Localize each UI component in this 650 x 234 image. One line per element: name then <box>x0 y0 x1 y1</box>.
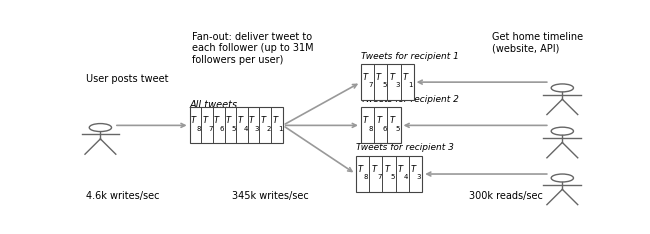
Text: T: T <box>389 73 395 82</box>
Text: T: T <box>389 116 395 125</box>
Text: All tweets: All tweets <box>190 100 238 110</box>
Text: Tweets for recipient 2: Tweets for recipient 2 <box>361 95 459 104</box>
Text: 3: 3 <box>417 174 421 180</box>
Text: 5: 5 <box>395 126 400 132</box>
Text: T: T <box>363 116 368 125</box>
Text: T: T <box>398 165 403 174</box>
Text: 8: 8 <box>364 174 368 180</box>
Text: T: T <box>358 165 363 174</box>
Text: Tweets for recipient 3: Tweets for recipient 3 <box>356 143 454 152</box>
Bar <box>361 64 414 100</box>
Text: 2: 2 <box>266 126 271 132</box>
Text: 4.6k writes/sec: 4.6k writes/sec <box>86 191 160 201</box>
Text: 4: 4 <box>404 174 408 180</box>
Text: Get home timeline
(website, API): Get home timeline (website, API) <box>492 32 583 53</box>
Bar <box>190 107 283 143</box>
Text: 8: 8 <box>369 126 373 132</box>
Text: T: T <box>411 165 416 174</box>
Text: 7: 7 <box>377 174 382 180</box>
Bar <box>356 156 422 192</box>
Text: T: T <box>261 116 266 125</box>
Text: T: T <box>384 165 389 174</box>
Text: T: T <box>237 116 242 125</box>
Text: T: T <box>376 116 382 125</box>
Bar <box>361 107 400 143</box>
Text: T: T <box>202 116 207 125</box>
Text: 1: 1 <box>408 82 413 88</box>
Text: 5: 5 <box>231 126 236 132</box>
Text: T: T <box>363 73 368 82</box>
Text: User posts tweet: User posts tweet <box>86 73 169 84</box>
Text: T: T <box>371 165 376 174</box>
Text: 8: 8 <box>197 126 201 132</box>
Text: T: T <box>191 116 196 125</box>
Text: 6: 6 <box>220 126 224 132</box>
Text: T: T <box>249 116 254 125</box>
Text: 1: 1 <box>278 126 283 132</box>
Text: Tweets for recipient 1: Tweets for recipient 1 <box>361 51 459 61</box>
Text: 7: 7 <box>369 82 373 88</box>
Text: Fan-out: deliver tweet to
each follower (up to 31M
followers per user): Fan-out: deliver tweet to each follower … <box>192 32 314 65</box>
Text: 3: 3 <box>255 126 259 132</box>
Text: 300k reads/sec: 300k reads/sec <box>469 191 543 201</box>
Text: T: T <box>226 116 231 125</box>
Text: 6: 6 <box>382 126 387 132</box>
Text: 3: 3 <box>395 82 400 88</box>
Text: T: T <box>376 73 381 82</box>
Text: 345k writes/sec: 345k writes/sec <box>233 191 309 201</box>
Text: T: T <box>272 116 278 125</box>
Text: 4: 4 <box>243 126 248 132</box>
Text: 5: 5 <box>382 82 386 88</box>
Text: T: T <box>402 73 408 82</box>
Text: 5: 5 <box>391 174 395 180</box>
Text: T: T <box>214 116 219 125</box>
Text: 7: 7 <box>208 126 213 132</box>
